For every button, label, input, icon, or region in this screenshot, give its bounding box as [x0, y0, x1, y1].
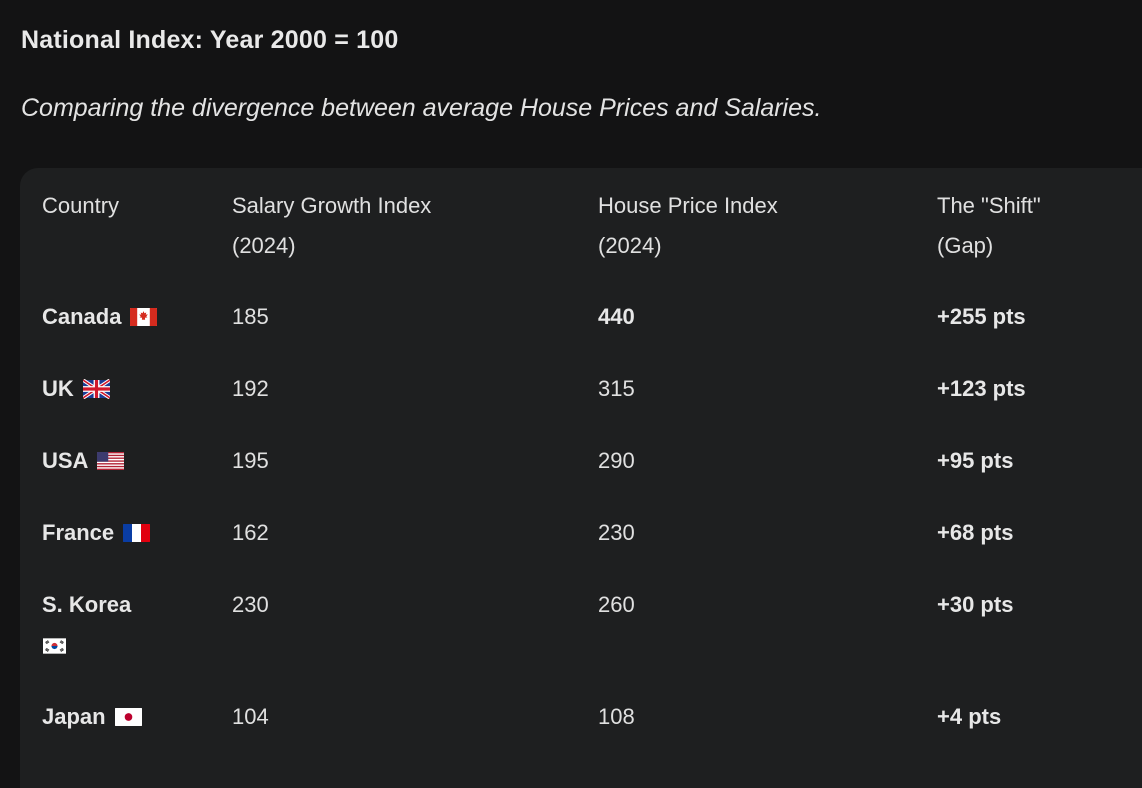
- shift-gap-cell: +255 pts: [937, 304, 1026, 329]
- country-name: UK: [42, 376, 74, 401]
- data-table: Country Salary Growth Index (2024) House…: [20, 168, 1142, 753]
- table-card: Country Salary Growth Index (2024) House…: [20, 168, 1142, 788]
- house-index-cell: 108: [598, 704, 635, 729]
- salary-index-cell: 162: [232, 520, 269, 545]
- canada-flag-icon: [130, 308, 158, 326]
- house-index-cell: 230: [598, 520, 635, 545]
- shift-gap-cell: +95 pts: [937, 448, 1014, 473]
- salary-index-cell: 185: [232, 304, 269, 329]
- salary-index-cell: 104: [232, 704, 269, 729]
- house-index-cell: 290: [598, 448, 635, 473]
- table-row-france-country: France: [42, 497, 232, 569]
- table-row-skorea-country: S. Korea: [42, 569, 232, 681]
- country-name: Japan: [42, 704, 106, 729]
- header-sub: (2024): [232, 233, 296, 258]
- house-index-cell: 315: [598, 376, 635, 401]
- table-row-usa-country: USA: [42, 425, 232, 497]
- country-name: Canada: [42, 304, 122, 329]
- page-title: National Index: Year 2000 = 100: [21, 26, 399, 54]
- house-index-cell: 440: [598, 304, 635, 329]
- usa-flag-icon: [97, 452, 125, 470]
- country-name: USA: [42, 448, 89, 473]
- col-header-salary-index: Salary Growth Index (2024): [232, 186, 598, 281]
- header-label: Country: [42, 193, 120, 218]
- country-name: France: [42, 520, 115, 545]
- japan-flag-icon: [114, 708, 142, 726]
- header-label: Salary Growth Index: [232, 193, 432, 218]
- salary-index-cell: 192: [232, 376, 269, 401]
- table-row-japan-country: Japan: [42, 681, 232, 753]
- table-row-canada-country: Canada: [42, 281, 232, 353]
- salary-index-cell: 195: [232, 448, 269, 473]
- header-label: House Price Index: [598, 193, 778, 218]
- page-subtitle: Comparing the divergence between average…: [21, 94, 822, 122]
- table-row-uk-country: UK: [42, 353, 232, 425]
- header-sub: (Gap): [937, 233, 994, 258]
- col-header-country: Country: [42, 186, 232, 281]
- header-sub: (2024): [598, 233, 662, 258]
- salary-index-cell: 230: [232, 592, 269, 617]
- header-label: The "Shift": [937, 193, 1041, 218]
- shift-gap-cell: +123 pts: [937, 376, 1026, 401]
- south-korea-flag-icon: [43, 638, 66, 654]
- uk-flag-icon: [81, 378, 111, 400]
- flag-line: [42, 625, 232, 665]
- shift-gap-cell: +30 pts: [937, 592, 1014, 617]
- country-name: S. Korea: [42, 592, 132, 617]
- shift-gap-cell: +68 pts: [937, 520, 1014, 545]
- shift-gap-cell: +4 pts: [937, 704, 1002, 729]
- col-header-house-index: House Price Index (2024): [598, 186, 937, 281]
- house-index-cell: 260: [598, 592, 635, 617]
- col-header-shift-gap: The "Shift" (Gap): [937, 186, 1142, 281]
- france-flag-icon: [123, 524, 151, 542]
